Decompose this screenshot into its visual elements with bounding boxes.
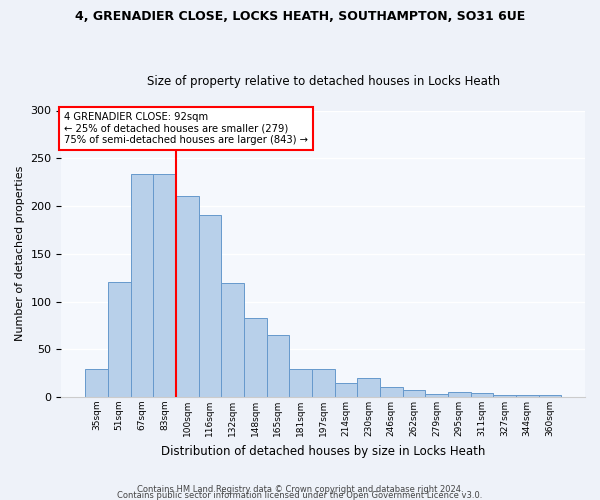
Bar bbox=[425, 394, 448, 397]
Bar bbox=[312, 370, 335, 397]
Y-axis label: Number of detached properties: Number of detached properties bbox=[15, 166, 25, 342]
Text: 4, GRENADIER CLOSE, LOCKS HEATH, SOUTHAMPTON, SO31 6UE: 4, GRENADIER CLOSE, LOCKS HEATH, SOUTHAM… bbox=[75, 10, 525, 23]
Text: Contains public sector information licensed under the Open Government Licence v3: Contains public sector information licen… bbox=[118, 490, 482, 500]
Bar bbox=[153, 174, 176, 397]
Bar bbox=[493, 395, 516, 397]
Bar bbox=[380, 386, 403, 397]
X-axis label: Distribution of detached houses by size in Locks Heath: Distribution of detached houses by size … bbox=[161, 444, 485, 458]
Bar bbox=[221, 284, 244, 397]
Text: 4 GRENADIER CLOSE: 92sqm
← 25% of detached houses are smaller (279)
75% of semi-: 4 GRENADIER CLOSE: 92sqm ← 25% of detach… bbox=[64, 112, 308, 145]
Bar bbox=[199, 214, 221, 397]
Bar bbox=[470, 393, 493, 397]
Bar bbox=[539, 395, 561, 397]
Bar bbox=[448, 392, 470, 397]
Bar bbox=[131, 174, 153, 397]
Bar bbox=[266, 335, 289, 397]
Bar bbox=[108, 282, 131, 397]
Bar bbox=[244, 318, 266, 397]
Bar bbox=[289, 370, 312, 397]
Bar bbox=[403, 390, 425, 397]
Title: Size of property relative to detached houses in Locks Heath: Size of property relative to detached ho… bbox=[146, 76, 500, 88]
Bar bbox=[516, 395, 539, 397]
Bar bbox=[357, 378, 380, 397]
Bar bbox=[335, 382, 357, 397]
Bar bbox=[176, 196, 199, 397]
Bar bbox=[85, 370, 108, 397]
Text: Contains HM Land Registry data © Crown copyright and database right 2024.: Contains HM Land Registry data © Crown c… bbox=[137, 484, 463, 494]
